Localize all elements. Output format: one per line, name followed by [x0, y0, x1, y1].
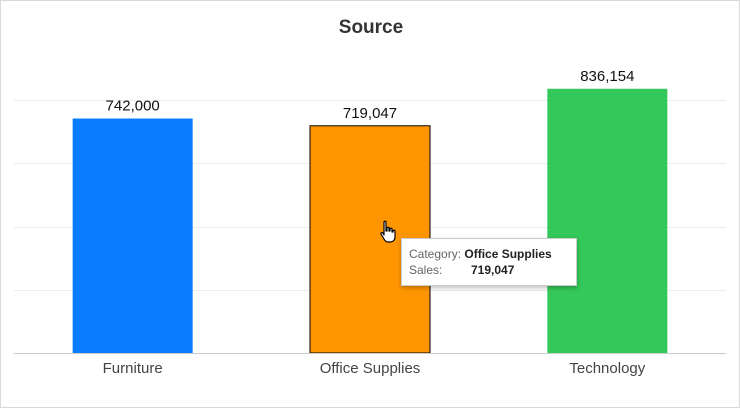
- tooltip-sales-label: Sales:: [409, 263, 443, 277]
- tooltip-category-value: Office Supplies: [464, 247, 552, 261]
- value-labels: 742,000 719,047 836,154: [106, 68, 635, 122]
- bar-technology[interactable]: [547, 88, 668, 354]
- tooltip-sales-value: 719,047: [471, 263, 515, 277]
- x-tick-label: Technology: [569, 360, 645, 377]
- value-label: 836,154: [580, 68, 634, 85]
- value-label: 719,047: [343, 105, 397, 122]
- x-tick-label: Office Supplies: [320, 360, 421, 377]
- hand-pointer-icon: [380, 220, 396, 243]
- x-tick-label: Furniture: [103, 360, 163, 377]
- bars: [72, 88, 668, 354]
- value-label: 742,000: [106, 98, 160, 115]
- bar-tooltip: Category: Office Supplies Sales: 719,047: [401, 238, 577, 286]
- chart-title: Source: [338, 17, 404, 38]
- tooltip-category-label: Category:: [409, 247, 462, 261]
- x-axis-ticks: Furniture Office Supplies Technology: [103, 360, 646, 377]
- bar-furniture[interactable]: [72, 118, 193, 353]
